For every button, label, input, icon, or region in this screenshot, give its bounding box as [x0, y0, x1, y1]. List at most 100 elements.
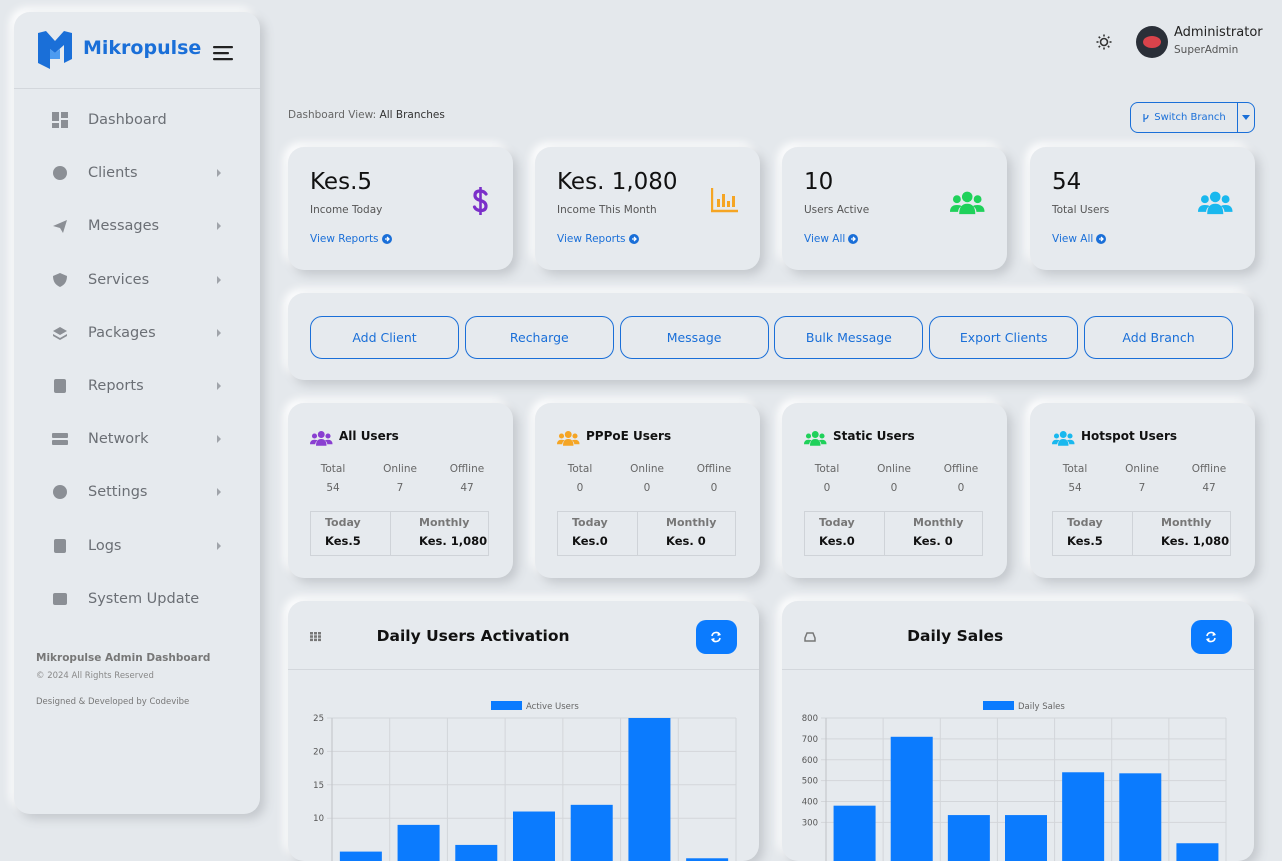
icon-part — [1143, 113, 1149, 122]
refresh-button[interactable] — [696, 620, 737, 654]
menu-item[interactable]: Reports — [34, 368, 244, 404]
menu-item[interactable]: Logs — [34, 528, 244, 564]
footer-title: Mikropulse Admin Dashboard — [36, 652, 211, 664]
icon-group — [1052, 431, 1075, 446]
icon-part — [805, 433, 812, 439]
refresh-button[interactable] — [1191, 620, 1232, 654]
bar — [397, 824, 440, 861]
icon-part — [1067, 439, 1075, 445]
menu-label: Messages — [88, 218, 160, 235]
icon-part — [52, 440, 68, 446]
stat-link[interactable]: View Reports — [310, 234, 392, 245]
icon-part — [811, 431, 819, 438]
icon-part — [53, 166, 67, 181]
menu-item[interactable]: Clients — [34, 155, 244, 191]
icon-part — [1207, 203, 1224, 215]
bar — [339, 851, 382, 861]
icon-part — [973, 204, 985, 212]
action-button[interactable]: Recharge — [464, 316, 614, 359]
branch-dropdown[interactable] — [1237, 102, 1255, 133]
users-icon — [804, 431, 827, 446]
chart-plot: 10 15 20 25 Active Users — [313, 701, 737, 861]
menu-item[interactable]: Messages — [34, 208, 244, 244]
icon-part — [1058, 439, 1069, 446]
menu-item[interactable]: Settings — [34, 474, 244, 510]
theme-toggle[interactable] — [1095, 33, 1113, 51]
stat-value: Kes. 1,080 — [557, 169, 678, 195]
icon-part — [1198, 204, 1210, 212]
action-button[interactable]: Bulk Message — [774, 316, 924, 359]
icon-part — [727, 201, 730, 207]
user-card: All Users Total 54 Online 7 Offline 47 Today Kes… — [288, 403, 513, 578]
stat-value: Kes.5 — [310, 169, 373, 195]
amount-value: Kes. 0 — [666, 534, 706, 548]
bar — [455, 844, 498, 861]
amount-header: Monthly — [666, 516, 717, 529]
stat-label: Users Active — [804, 204, 870, 216]
menu-label: Network — [88, 431, 149, 448]
sun-ray — [1107, 36, 1110, 39]
amount-value: Kes. 1,080 — [1161, 534, 1230, 548]
chart-title: Daily Sales — [907, 627, 1004, 645]
count-value: 0 — [576, 482, 584, 494]
sun-ray — [1098, 36, 1101, 39]
sun-ray — [1098, 45, 1101, 48]
y-tick-label: 10 — [313, 814, 324, 824]
icon-part — [53, 592, 67, 605]
bars-icon — [711, 188, 738, 213]
user-card-title: All Users — [339, 429, 399, 443]
sun-core — [1099, 37, 1109, 47]
arrow — [217, 541, 221, 550]
submenu-arrow — [217, 328, 221, 337]
icon-part — [53, 220, 67, 234]
icon-part — [53, 272, 67, 287]
icon-part — [310, 635, 313, 638]
amount-header: Today — [572, 516, 608, 529]
icon-part — [572, 439, 580, 445]
amount-header: Monthly — [419, 516, 470, 529]
icon-part — [318, 635, 321, 638]
count-header: Online — [877, 463, 911, 475]
action-button[interactable]: Message — [619, 316, 769, 359]
count-value: 0 — [890, 482, 898, 494]
y-tick-label: 400 — [802, 798, 818, 808]
users-icon — [950, 191, 985, 215]
icon-part — [54, 538, 66, 553]
bar — [890, 736, 933, 861]
users-icon — [557, 431, 580, 446]
count-header: Online — [1125, 463, 1159, 475]
menu-item[interactable]: System Update — [34, 581, 244, 617]
menu-label: Settings — [88, 484, 148, 501]
stat-card: 54 Total Users View All — [1030, 147, 1255, 270]
count-header: Total — [567, 463, 593, 475]
icon-part — [52, 433, 68, 439]
action-button[interactable]: Add Branch — [1084, 316, 1233, 359]
amount-value: Kes. 1,080 — [419, 534, 488, 548]
arrow — [217, 169, 221, 178]
link-arrow — [381, 234, 392, 245]
menu-item[interactable]: Dashboard — [34, 102, 244, 138]
menu-item[interactable]: Packages — [34, 315, 244, 351]
menu-item[interactable]: Network — [34, 421, 244, 457]
switch-branch-button[interactable]: Switch Branch — [1130, 102, 1238, 133]
stat-card: Kes. 1,080 Income This Month View Reports — [535, 147, 760, 270]
count-header: Total — [814, 463, 840, 475]
icon-group — [950, 191, 985, 215]
stat-link[interactable]: View All — [1052, 234, 1107, 245]
action-button[interactable]: Export Clients — [929, 316, 1079, 359]
amount-header: Today — [819, 516, 855, 529]
menu-label: Clients — [88, 165, 138, 182]
icon-part — [318, 638, 321, 642]
user-card-title: Hotspot Users — [1081, 429, 1177, 443]
icon-part — [952, 195, 961, 204]
branch-icon — [1143, 113, 1149, 122]
stat-link[interactable]: View Reports — [557, 234, 639, 245]
amount-header: Today — [325, 516, 361, 529]
icon-part — [61, 112, 68, 118]
menu-item[interactable]: Services — [34, 262, 244, 298]
stat-link[interactable]: View All — [804, 234, 859, 245]
icon-part — [959, 203, 976, 215]
action-button[interactable]: Add Client — [310, 316, 459, 359]
logo-shape — [38, 31, 72, 69]
submenu-arrow — [217, 488, 221, 497]
